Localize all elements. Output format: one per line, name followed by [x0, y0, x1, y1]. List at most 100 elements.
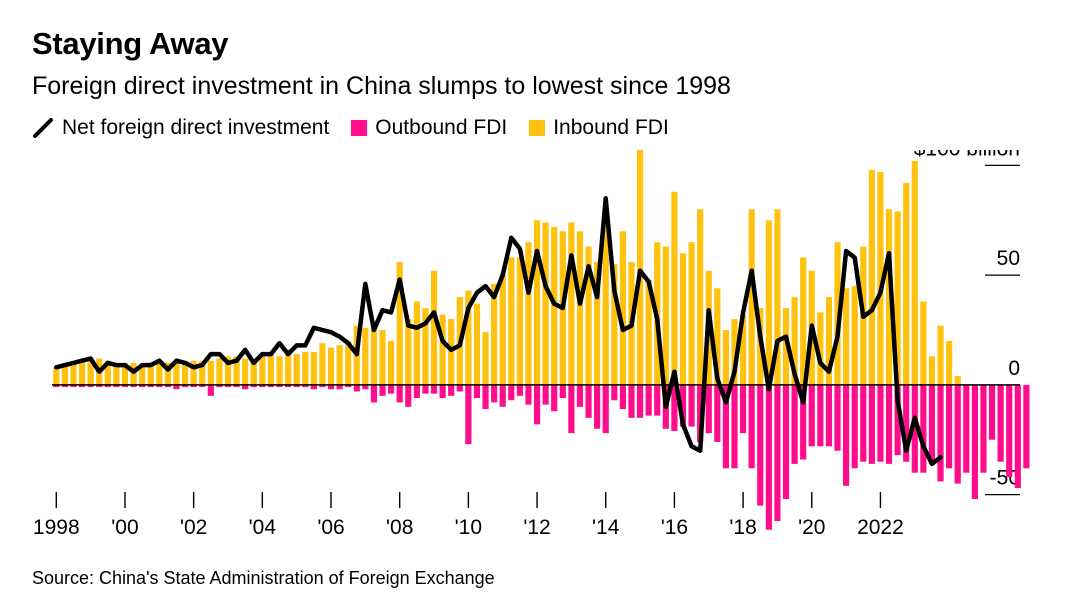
outbound-bar [396, 384, 403, 403]
inbound-bar [242, 358, 249, 385]
inbound-bar [267, 354, 275, 385]
inbound-bar [877, 171, 884, 385]
inbound-bar [774, 209, 781, 385]
outbound-bar [868, 384, 875, 464]
y-axis: $100 billion 50 0 -50 [914, 150, 1020, 496]
outbound-bar [121, 384, 129, 388]
inbound-bar [585, 246, 592, 385]
inbound-bar [946, 340, 953, 385]
x-tick-label: '12 [523, 516, 550, 539]
outbound-bar [70, 384, 77, 388]
outbound-bar [448, 384, 455, 396]
outbound-bar [525, 384, 532, 405]
inbound-bar [851, 286, 858, 385]
x-tick-label: 2022 [857, 516, 904, 539]
inbound-bar [345, 340, 352, 385]
outbound-bar [843, 384, 850, 486]
inbound-bar [379, 330, 386, 385]
inbound-bar [147, 365, 154, 385]
inbound-bar [602, 209, 609, 385]
outbound-bar [1006, 384, 1013, 478]
x-tick-label: '20 [798, 516, 825, 539]
x-tick-label: '18 [729, 516, 756, 539]
inbound-bar [671, 191, 678, 385]
outbound-bar [267, 384, 275, 388]
legend-label-outbound: Outbound FDI [375, 116, 508, 139]
outbound-bar [439, 384, 446, 399]
outbound-bar [1023, 384, 1030, 469]
inbound-bar [843, 288, 850, 385]
outbound-bar [465, 384, 472, 445]
outbound-bar [87, 384, 94, 388]
outbound-bar [954, 384, 961, 484]
outbound-bar [980, 384, 987, 473]
inbound-bar [825, 297, 833, 385]
outbound-bar [988, 384, 996, 440]
inbound-bar [885, 209, 893, 385]
inbound-bar [181, 360, 189, 385]
inbound-bar [164, 362, 171, 385]
outbound-bar [156, 384, 163, 388]
outbound-bar [199, 384, 206, 388]
inbound-bar [482, 332, 489, 385]
outbound-bar [327, 384, 335, 390]
inbound-bar [405, 319, 412, 385]
legend-item-outbound: Outbound FDI [351, 116, 507, 140]
outbound-bar [405, 384, 412, 407]
inbound-bar [250, 358, 257, 385]
inbound-bar [499, 275, 506, 385]
outbound-bar [284, 384, 292, 388]
outbound-bar [104, 384, 111, 388]
outbound-bar [963, 384, 970, 473]
outbound-bar [533, 384, 541, 425]
outbound-swatch-icon [351, 120, 368, 136]
outbound-bar [860, 384, 867, 462]
inbound-bar [739, 314, 747, 385]
outbound-bar [293, 384, 300, 388]
outbound-bar [542, 384, 549, 405]
inbound-bar [113, 365, 120, 385]
inbound-bars [53, 150, 961, 385]
inbound-bar [645, 279, 652, 385]
outbound-bar [654, 384, 661, 416]
outbound-bar [825, 384, 833, 447]
inbound-bar [173, 360, 180, 385]
inbound-bar [636, 150, 644, 385]
outbound-bar [164, 384, 171, 388]
inbound-bar [439, 314, 446, 385]
outbound-bar [808, 384, 815, 447]
outbound-bar [885, 384, 893, 464]
inbound-bar [302, 351, 309, 385]
outbound-bar [628, 384, 635, 418]
outbound-bar [388, 384, 395, 394]
inbound-bar [370, 327, 378, 385]
inbound-bar [868, 169, 875, 385]
inbound-bar [594, 261, 601, 385]
inbound-bar [70, 362, 77, 385]
outbound-bar [576, 384, 584, 407]
outbound-bar [800, 384, 807, 460]
inbound-bar [903, 182, 910, 385]
inbound-bar [310, 351, 317, 385]
inbound-bar [156, 362, 163, 385]
outbound-bar [336, 384, 343, 390]
inbound-bar [293, 354, 300, 385]
outbound-bar [310, 384, 317, 390]
inbound-bar [791, 297, 798, 385]
outbound-bar [61, 384, 68, 388]
inbound-bar [276, 356, 283, 385]
inbound-bar [362, 327, 369, 385]
inbound-bar [834, 242, 841, 385]
outbound-bar [697, 384, 704, 442]
inbound-bar [336, 345, 343, 385]
inbound-bar [765, 220, 772, 385]
inbound-bar [568, 222, 575, 385]
outbound-bar [250, 384, 257, 388]
outbound-bar [139, 384, 146, 388]
outbound-bar [611, 384, 618, 401]
outbound-bar [181, 384, 189, 388]
y-tick-label: $100 billion [914, 150, 1020, 160]
inbound-bar [388, 340, 395, 385]
outbound-bar [748, 384, 755, 469]
inbound-bar [465, 290, 472, 385]
